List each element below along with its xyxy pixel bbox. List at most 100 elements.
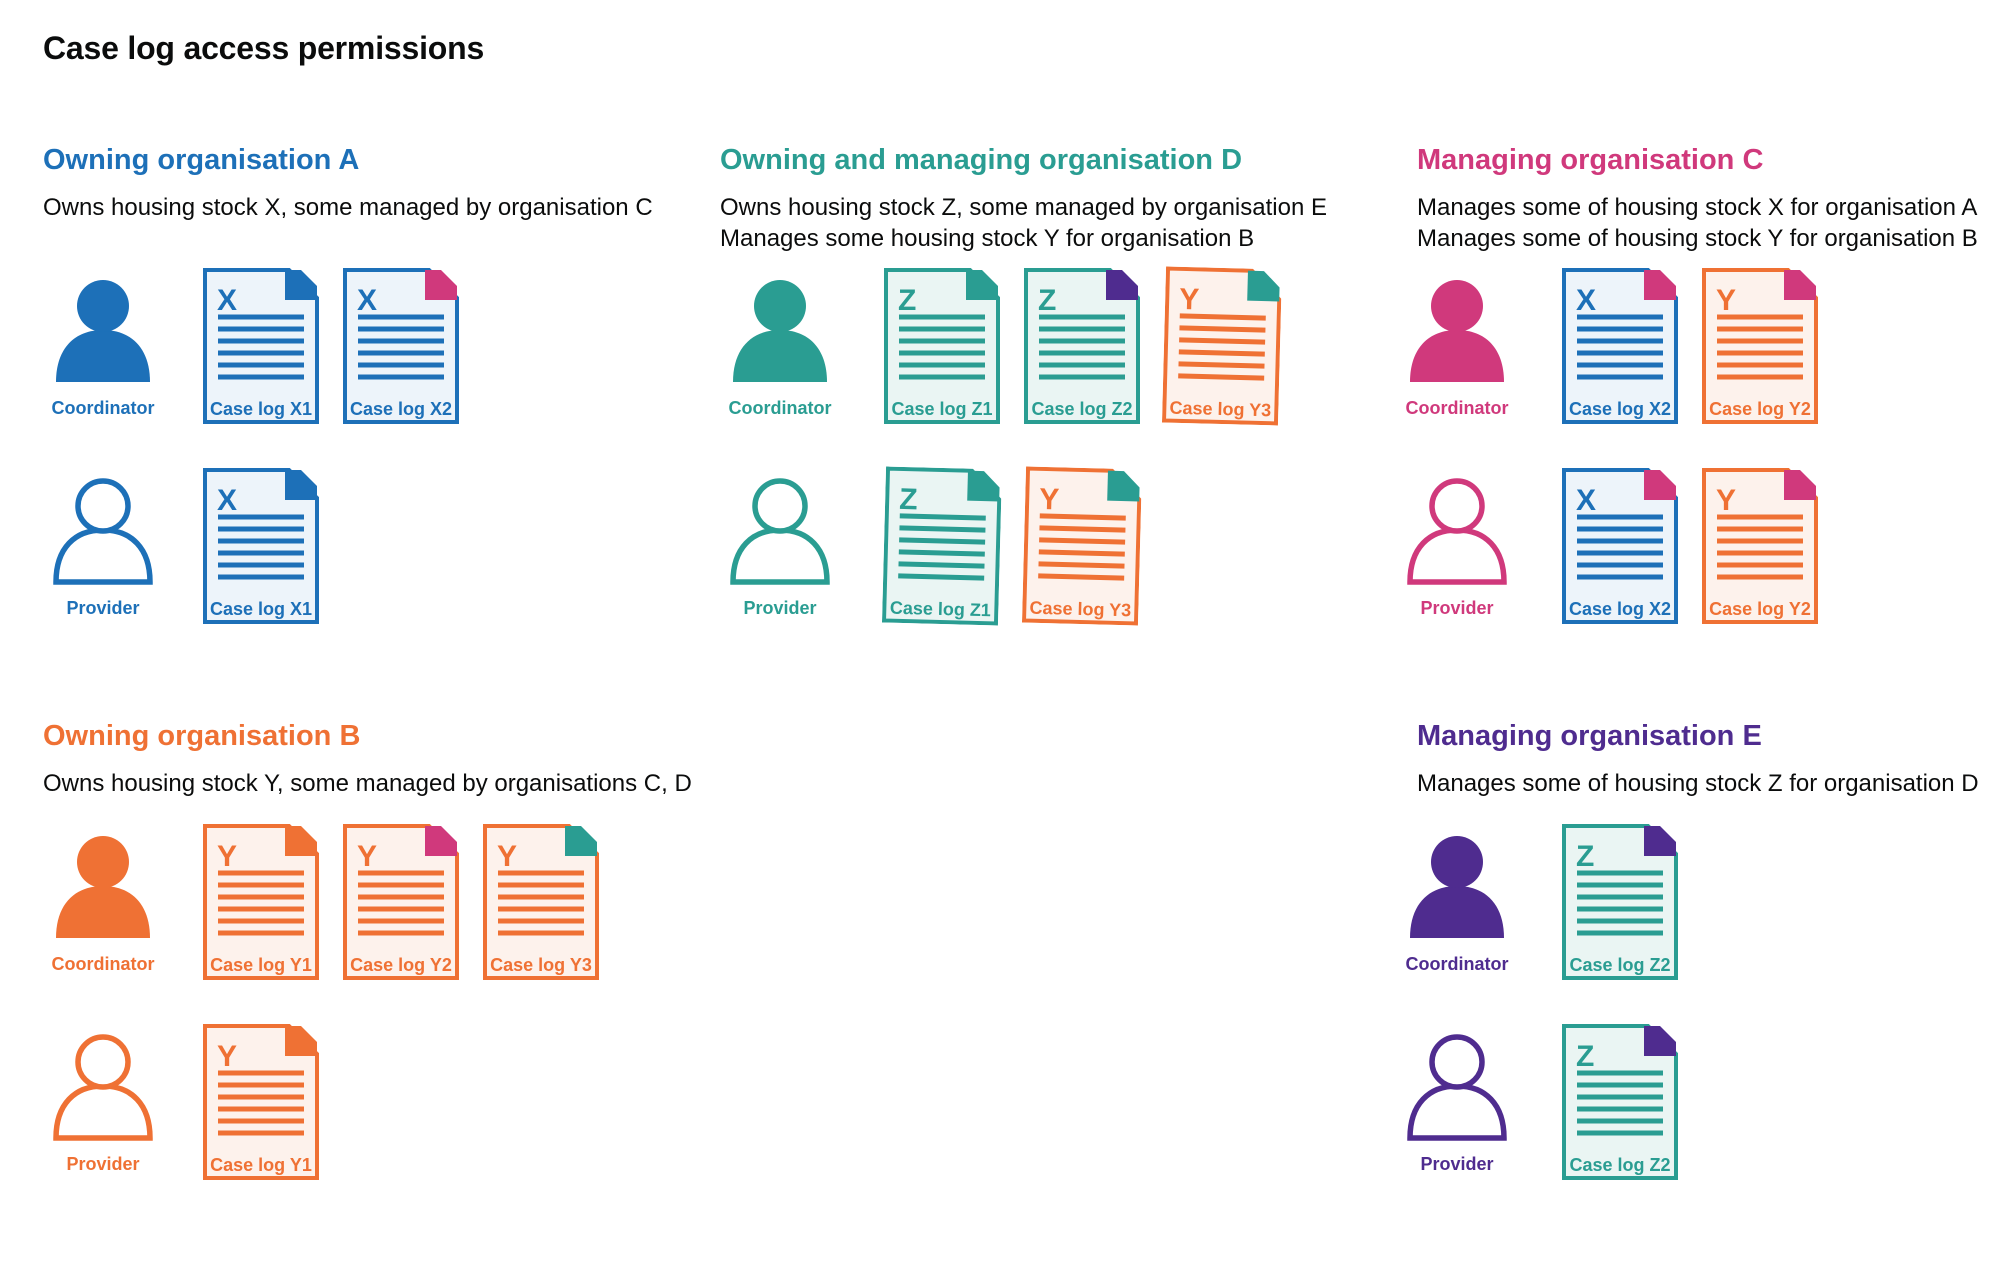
doc-page bbox=[1562, 1024, 1678, 1180]
person-filled-icon bbox=[733, 280, 827, 382]
doc-page bbox=[203, 468, 319, 624]
doc-letter: Y bbox=[357, 840, 377, 873]
case-log-docs: X Case log X1 bbox=[203, 468, 319, 624]
person-filled-icon bbox=[56, 280, 150, 382]
doc-text-line bbox=[1038, 549, 1125, 557]
doc-letter: X bbox=[1576, 284, 1596, 317]
doc-label: Case log Y3 bbox=[1029, 598, 1131, 621]
role-icon-cell: Coordinator bbox=[1397, 276, 1517, 419]
case-log-docs: X Case log X2 Y Case log Y2 bbox=[1562, 268, 1818, 424]
org-section-B: Owning organisation B Owns housing stock … bbox=[43, 718, 743, 1180]
doc-page bbox=[483, 824, 599, 980]
doc-label: Case log X1 bbox=[210, 599, 312, 619]
case-log-doc: Z Case log Z1 bbox=[881, 466, 1002, 626]
doc-label: Case log X2 bbox=[350, 399, 452, 419]
section-title: Managing organisation E bbox=[1417, 720, 1762, 752]
case-log-doc: X Case log X2 bbox=[343, 268, 459, 424]
org-section-D: Owning and managing organisation D Owns h… bbox=[720, 142, 1420, 626]
doc-letter: X bbox=[217, 284, 237, 317]
doc-label: Case log Y2 bbox=[1709, 599, 1811, 619]
doc-label: Case log Y2 bbox=[1709, 399, 1811, 419]
doc-page bbox=[1021, 466, 1142, 626]
doc-letter: X bbox=[1576, 484, 1596, 517]
role-label: Provider bbox=[1420, 598, 1494, 618]
case-log-doc: X Case log X2 bbox=[1562, 268, 1678, 424]
doc-label: Case log Y1 bbox=[210, 1155, 312, 1175]
section-description-line: Owns housing stock Y, some managed by or… bbox=[43, 770, 692, 797]
role-icon-cell: Coordinator bbox=[43, 276, 163, 419]
folded-corner-icon bbox=[1106, 270, 1138, 300]
doc-label: Case log X1 bbox=[210, 399, 312, 419]
doc-text-line bbox=[1039, 513, 1126, 521]
doc-page bbox=[1702, 268, 1818, 424]
case-log-doc: X Case log X1 bbox=[203, 268, 319, 424]
doc-letter: Z bbox=[1038, 284, 1056, 317]
folded-corner-icon bbox=[425, 826, 457, 856]
case-log-doc: Y Case log Y3 bbox=[483, 824, 599, 980]
person-filled-icon bbox=[1410, 280, 1504, 382]
folded-corner-icon bbox=[966, 270, 998, 300]
doc-label: Case log Z1 bbox=[890, 598, 992, 621]
person-outline-icon bbox=[53, 1034, 153, 1141]
section-description-line: Manages some of housing stock X for orga… bbox=[1417, 194, 1978, 221]
doc-letter: Y bbox=[217, 1040, 237, 1073]
case-log-doc: Y Case log Y3 bbox=[1021, 466, 1142, 626]
folded-corner-icon bbox=[1644, 826, 1676, 856]
doc-text-line bbox=[1178, 361, 1265, 369]
doc-label: Case log Y3 bbox=[1169, 398, 1271, 421]
section-description-line: Owns housing stock Z, some managed by or… bbox=[720, 194, 1327, 221]
role-icon-cell: Provider bbox=[1397, 1032, 1517, 1175]
section-description-line: Manages some of housing stock Z for orga… bbox=[1417, 770, 1979, 797]
section-description: Owns housing stock X, some managed by or… bbox=[43, 192, 743, 223]
person-filled-icon bbox=[1410, 836, 1504, 938]
doc-page bbox=[203, 268, 319, 424]
role-icon-cell: Provider bbox=[43, 1032, 163, 1175]
case-log-docs: Z Case log Z2 bbox=[1562, 824, 1678, 980]
section-title: Managing organisation C bbox=[1417, 144, 1764, 176]
folded-corner-icon bbox=[1784, 270, 1816, 300]
doc-page bbox=[881, 466, 1002, 626]
doc-letter: Z bbox=[899, 483, 918, 516]
role-label: Provider bbox=[66, 1154, 140, 1174]
doc-text-line bbox=[1178, 349, 1265, 357]
section-description: Manages some of housing stock X for orga… bbox=[1417, 192, 2000, 254]
doc-label: Case log Y3 bbox=[490, 955, 592, 975]
folded-corner-icon bbox=[1644, 1026, 1676, 1056]
doc-label: Case log Z2 bbox=[1031, 399, 1132, 419]
case-log-doc: X Case log X1 bbox=[203, 468, 319, 624]
folded-corner-icon bbox=[1107, 470, 1140, 502]
section-title: Owning organisation A bbox=[43, 144, 360, 176]
doc-label: Case log X2 bbox=[1569, 399, 1671, 419]
case-log-docs: Y Case log Y1 bbox=[203, 1024, 319, 1180]
folded-corner-icon bbox=[1644, 470, 1676, 500]
section-description: Owns housing stock Z, some managed by or… bbox=[720, 192, 1420, 254]
doc-text-line bbox=[898, 549, 985, 557]
doc-text-line bbox=[1179, 313, 1266, 321]
doc-label: Case log Z2 bbox=[1569, 1155, 1670, 1175]
doc-text-line bbox=[898, 573, 985, 581]
section-description: Owns housing stock Y, some managed by or… bbox=[43, 768, 743, 799]
doc-letter: Y bbox=[1716, 284, 1736, 317]
folded-corner-icon bbox=[967, 470, 1000, 502]
role-label: Provider bbox=[1420, 1154, 1494, 1174]
role-icon-cell: Provider bbox=[1397, 476, 1517, 619]
doc-page bbox=[1024, 268, 1140, 424]
case-log-doc: X Case log X2 bbox=[1562, 468, 1678, 624]
doc-label: Case log X2 bbox=[1569, 599, 1671, 619]
doc-label: Case log Y1 bbox=[210, 955, 312, 975]
org-section-E: Managing organisation E Manages some of h… bbox=[1406, 718, 2000, 1180]
doc-letter: Y bbox=[1039, 483, 1060, 517]
doc-letter: Z bbox=[898, 284, 916, 317]
doc-page bbox=[1562, 824, 1678, 980]
doc-text-line bbox=[1179, 337, 1266, 345]
doc-text-line bbox=[899, 537, 986, 545]
case-log-doc: Z Case log Z1 bbox=[884, 268, 1000, 424]
org-section-A: Owning organisation A Owns housing stock … bbox=[43, 142, 743, 624]
case-log-doc: Z Case log Z2 bbox=[1024, 268, 1140, 424]
role-label: Coordinator bbox=[51, 954, 155, 974]
case-log-doc: Y Case log Y3 bbox=[1161, 266, 1282, 426]
doc-page bbox=[1562, 268, 1678, 424]
role-label: Coordinator bbox=[51, 398, 155, 418]
page-title: Case log access permissions bbox=[43, 30, 485, 66]
doc-letter: Y bbox=[497, 840, 517, 873]
